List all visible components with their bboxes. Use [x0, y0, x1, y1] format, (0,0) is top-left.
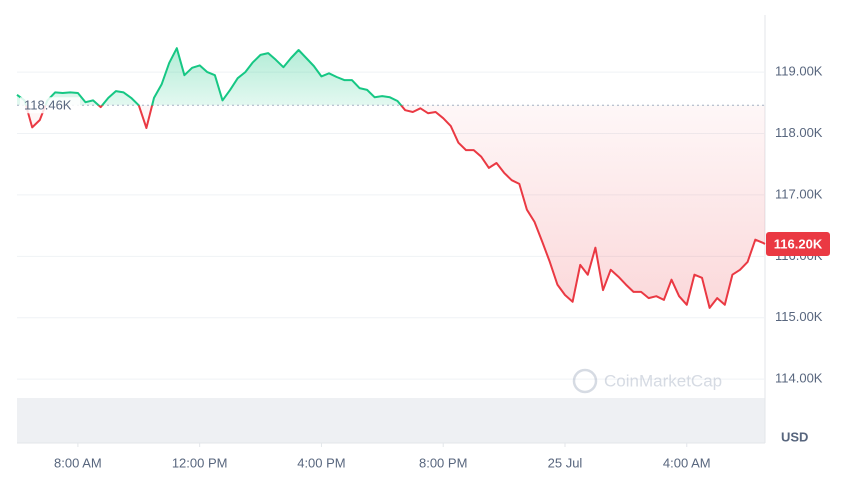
x-tick-label: 25 Jul: [548, 455, 583, 470]
x-tick-label: 4:00 PM: [297, 455, 345, 470]
y-tick-label: 118.00K: [775, 125, 823, 140]
baseline-label-bg: [20, 97, 80, 114]
y-axis-label: USD: [781, 429, 808, 444]
x-tick-label: 4:00 AM: [663, 455, 711, 470]
baseline-label: 118.46K: [24, 98, 72, 113]
watermark-group: CoinMarketCap: [572, 368, 722, 394]
y-tick-label: 117.00K: [775, 186, 823, 201]
area: [17, 48, 765, 308]
watermark-logo: [572, 368, 598, 394]
y-tick-label: 115.00K: [775, 309, 823, 324]
y-tick-label: 114.00K: [775, 371, 823, 386]
y-tick-label: 119.00K: [775, 64, 823, 79]
x-tick-label: 12:00 PM: [172, 455, 228, 470]
x-tick-label: 8:00 PM: [419, 455, 467, 470]
current-price-badge: [766, 232, 830, 257]
plot: [16, 47, 766, 309]
watermark: CoinMarketCap: [604, 371, 722, 390]
overlay: 118.46K 116.20K: [20, 97, 830, 257]
price-line: [16, 47, 766, 309]
current-price-label: 116.20K: [774, 236, 823, 251]
x-tick-label: 8:00 AM: [54, 455, 102, 470]
volume-band: [17, 398, 765, 443]
